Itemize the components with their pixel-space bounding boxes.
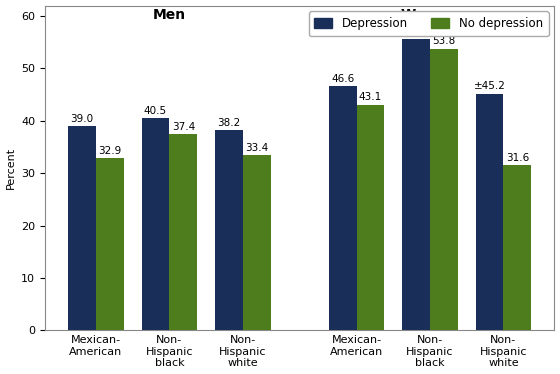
Text: 31.6: 31.6 (506, 153, 529, 163)
Y-axis label: Percent: Percent (6, 147, 16, 189)
Text: 43.1: 43.1 (359, 92, 382, 102)
Text: 37.4: 37.4 (172, 122, 195, 132)
Text: 46.6: 46.6 (331, 74, 354, 84)
Text: 40.5: 40.5 (144, 106, 167, 116)
Bar (215, 130, 243, 330)
Text: 38.2: 38.2 (217, 118, 240, 128)
Text: 55.6: 55.6 (404, 27, 428, 37)
Text: 32.9: 32.9 (99, 146, 122, 156)
Bar (430, 49, 458, 330)
Text: 39.0: 39.0 (71, 114, 94, 124)
Bar (170, 134, 197, 330)
Text: ±45.2: ±45.2 (474, 82, 505, 92)
Bar (503, 165, 531, 330)
Text: Men: Men (153, 8, 186, 22)
Bar (68, 126, 96, 330)
Bar (243, 155, 270, 330)
Text: 53.8: 53.8 (432, 36, 456, 46)
Bar (96, 158, 124, 330)
Bar (475, 94, 503, 330)
Text: Women: Women (401, 8, 459, 22)
Legend: Depression, No depression: Depression, No depression (309, 12, 549, 36)
Text: 33.4: 33.4 (245, 143, 268, 153)
Bar (402, 39, 430, 330)
Bar (329, 86, 357, 330)
Bar (357, 105, 385, 330)
Bar (142, 118, 170, 330)
